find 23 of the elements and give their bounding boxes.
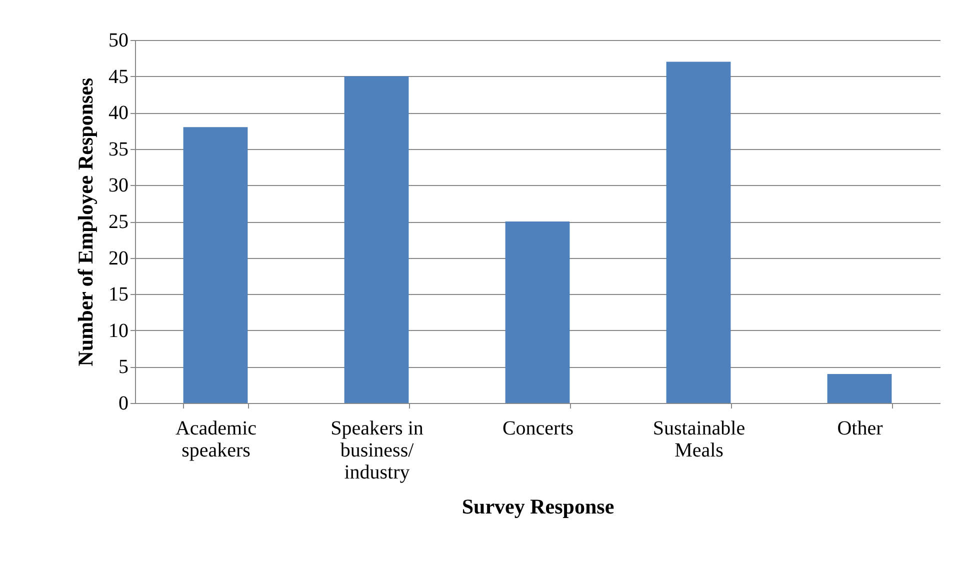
x-tick-label: Sustainable Meals (652, 418, 746, 462)
bar (505, 222, 570, 403)
y-tick-label: 20 (108, 247, 128, 270)
x-tick-label: Concerts (502, 418, 574, 440)
y-tick-label: 15 (108, 284, 128, 306)
bar (183, 127, 248, 403)
y-tick-label: 30 (108, 174, 128, 197)
x-axis-title: Survey Response (462, 494, 614, 518)
x-tick-label: Speakers in business/ industry (330, 418, 424, 484)
y-tick-label: 5 (118, 356, 128, 378)
y-tick-label: 45 (108, 66, 128, 88)
y-tick-label: 40 (108, 102, 128, 124)
y-axis-title: Number of Employee Responses (74, 78, 98, 366)
x-tick-label: Other (837, 418, 884, 440)
bar (344, 76, 409, 403)
y-tick-label: 35 (108, 138, 128, 160)
bar (666, 62, 731, 403)
y-tick-label: 25 (108, 211, 128, 233)
y-tick-label: 0 (118, 392, 128, 414)
bar (827, 374, 892, 403)
y-tick-label: 50 (108, 30, 128, 52)
x-tick-label: Academic speakers (175, 418, 257, 462)
y-tick-label: 10 (108, 320, 128, 342)
